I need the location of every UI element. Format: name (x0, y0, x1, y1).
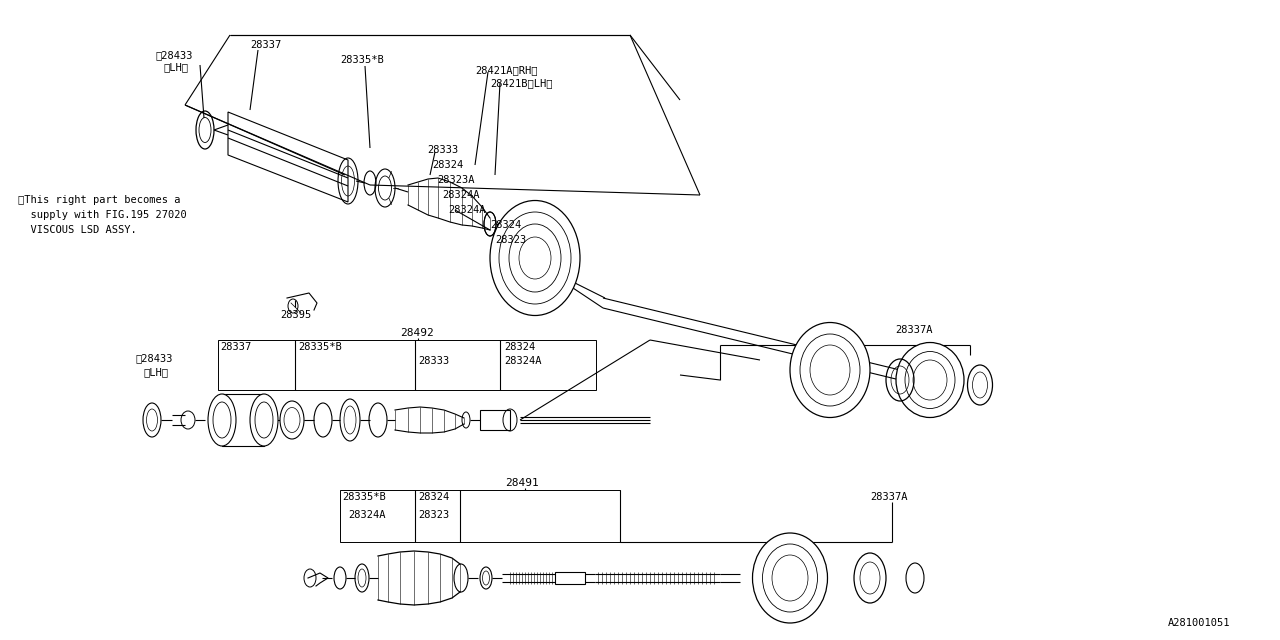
Text: 28323: 28323 (419, 510, 449, 520)
Text: 28323A: 28323A (436, 175, 475, 185)
Text: 28337A: 28337A (895, 325, 933, 335)
Text: 28337: 28337 (250, 40, 282, 50)
Text: supply with FIG.195 27020: supply with FIG.195 27020 (18, 210, 187, 220)
Text: 28337: 28337 (220, 342, 251, 352)
Ellipse shape (490, 200, 580, 316)
Text: 28337A: 28337A (870, 492, 908, 502)
Text: 28324A: 28324A (348, 510, 385, 520)
Text: ※28433: ※28433 (155, 50, 192, 60)
Text: 28395: 28395 (280, 310, 311, 320)
Ellipse shape (753, 533, 827, 623)
Text: 28335*B: 28335*B (342, 492, 385, 502)
Bar (218, 340, 596, 390)
Bar (480, 410, 509, 430)
Text: 28335*B: 28335*B (298, 342, 342, 352)
Bar (556, 572, 585, 584)
Text: ※28433: ※28433 (134, 353, 173, 363)
Text: 〈LH〉: 〈LH〉 (163, 62, 188, 72)
Bar (221, 394, 264, 446)
Text: 28333: 28333 (428, 145, 458, 155)
Text: 28333: 28333 (419, 356, 449, 366)
Text: 28335*B: 28335*B (340, 55, 384, 65)
Ellipse shape (896, 342, 964, 417)
Text: 28491: 28491 (506, 478, 539, 488)
Text: ※This right part becomes a: ※This right part becomes a (18, 195, 180, 205)
Text: 28324A: 28324A (504, 356, 541, 366)
Text: 28324A: 28324A (448, 205, 485, 215)
Ellipse shape (207, 394, 236, 446)
Ellipse shape (790, 323, 870, 417)
Text: 28421A〈RH〉: 28421A〈RH〉 (475, 65, 538, 75)
Text: 28324: 28324 (419, 492, 449, 502)
Text: 〈LH〉: 〈LH〉 (143, 367, 168, 377)
Ellipse shape (280, 401, 305, 439)
Text: 28323: 28323 (495, 235, 526, 245)
Text: 28324: 28324 (433, 160, 463, 170)
Text: 28324: 28324 (504, 342, 535, 352)
Text: 28324A: 28324A (442, 190, 480, 200)
Ellipse shape (250, 394, 278, 446)
Bar (340, 490, 620, 542)
Text: 28421B〈LH〉: 28421B〈LH〉 (490, 78, 553, 88)
Text: VISCOUS LSD ASSY.: VISCOUS LSD ASSY. (18, 225, 137, 235)
Text: A281001051: A281001051 (1167, 618, 1230, 628)
Text: 28492: 28492 (399, 328, 434, 338)
Text: 28324: 28324 (490, 220, 521, 230)
